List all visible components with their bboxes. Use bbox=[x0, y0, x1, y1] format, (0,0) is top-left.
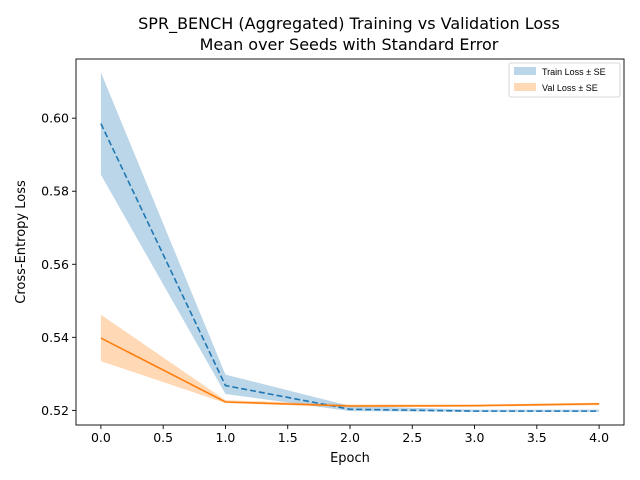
legend-label-val: Val Loss ± SE bbox=[542, 83, 598, 93]
x-tick-label: 0.5 bbox=[153, 430, 173, 445]
x-axis-label: Epoch bbox=[330, 451, 370, 466]
val-loss-se-band bbox=[100, 314, 600, 408]
legend-label-train: Train Loss ± SE bbox=[542, 67, 606, 77]
chart-title: SPR_BENCH (Aggregated) Training vs Valid… bbox=[138, 14, 560, 34]
chart-subtitle: Mean over Seeds with Standard Error bbox=[200, 35, 499, 54]
train-loss-line bbox=[100, 123, 600, 412]
y-tick-label: 0.54 bbox=[41, 330, 69, 345]
y-axis-label: Cross-Entropy Loss bbox=[14, 180, 29, 304]
x-tick-label: 2.5 bbox=[402, 430, 422, 445]
y-tick-label: 0.56 bbox=[41, 257, 69, 272]
error-bands bbox=[100, 72, 600, 412]
x-axis-ticks: 0.0 0.5 1.0 1.5 2.0 2.5 3.0 3.5 4.0 bbox=[91, 425, 609, 445]
legend-swatch-val bbox=[514, 83, 536, 91]
plot-frame bbox=[75, 58, 625, 426]
x-tick-label: 2.0 bbox=[340, 430, 360, 445]
legend-swatch-train bbox=[514, 67, 536, 75]
y-tick-label: 0.52 bbox=[41, 403, 69, 418]
y-axis-ticks: 0.52 0.54 0.56 0.58 0.60 bbox=[41, 111, 76, 418]
y-tick-label: 0.58 bbox=[41, 184, 69, 199]
legend: Train Loss ± SE Val Loss ± SE bbox=[508, 62, 621, 98]
legend-box bbox=[508, 62, 621, 98]
series-lines bbox=[100, 123, 600, 412]
x-tick-label: 3.5 bbox=[527, 430, 547, 445]
x-tick-label: 1.5 bbox=[278, 430, 298, 445]
x-tick-label: 3.0 bbox=[465, 430, 485, 445]
train-loss-se-band bbox=[100, 72, 600, 412]
y-tick-label: 0.60 bbox=[41, 111, 69, 126]
x-tick-label: 0.0 bbox=[91, 430, 111, 445]
x-tick-label: 1.0 bbox=[216, 430, 236, 445]
val-loss-line bbox=[100, 337, 600, 407]
x-tick-label: 4.0 bbox=[589, 430, 609, 445]
